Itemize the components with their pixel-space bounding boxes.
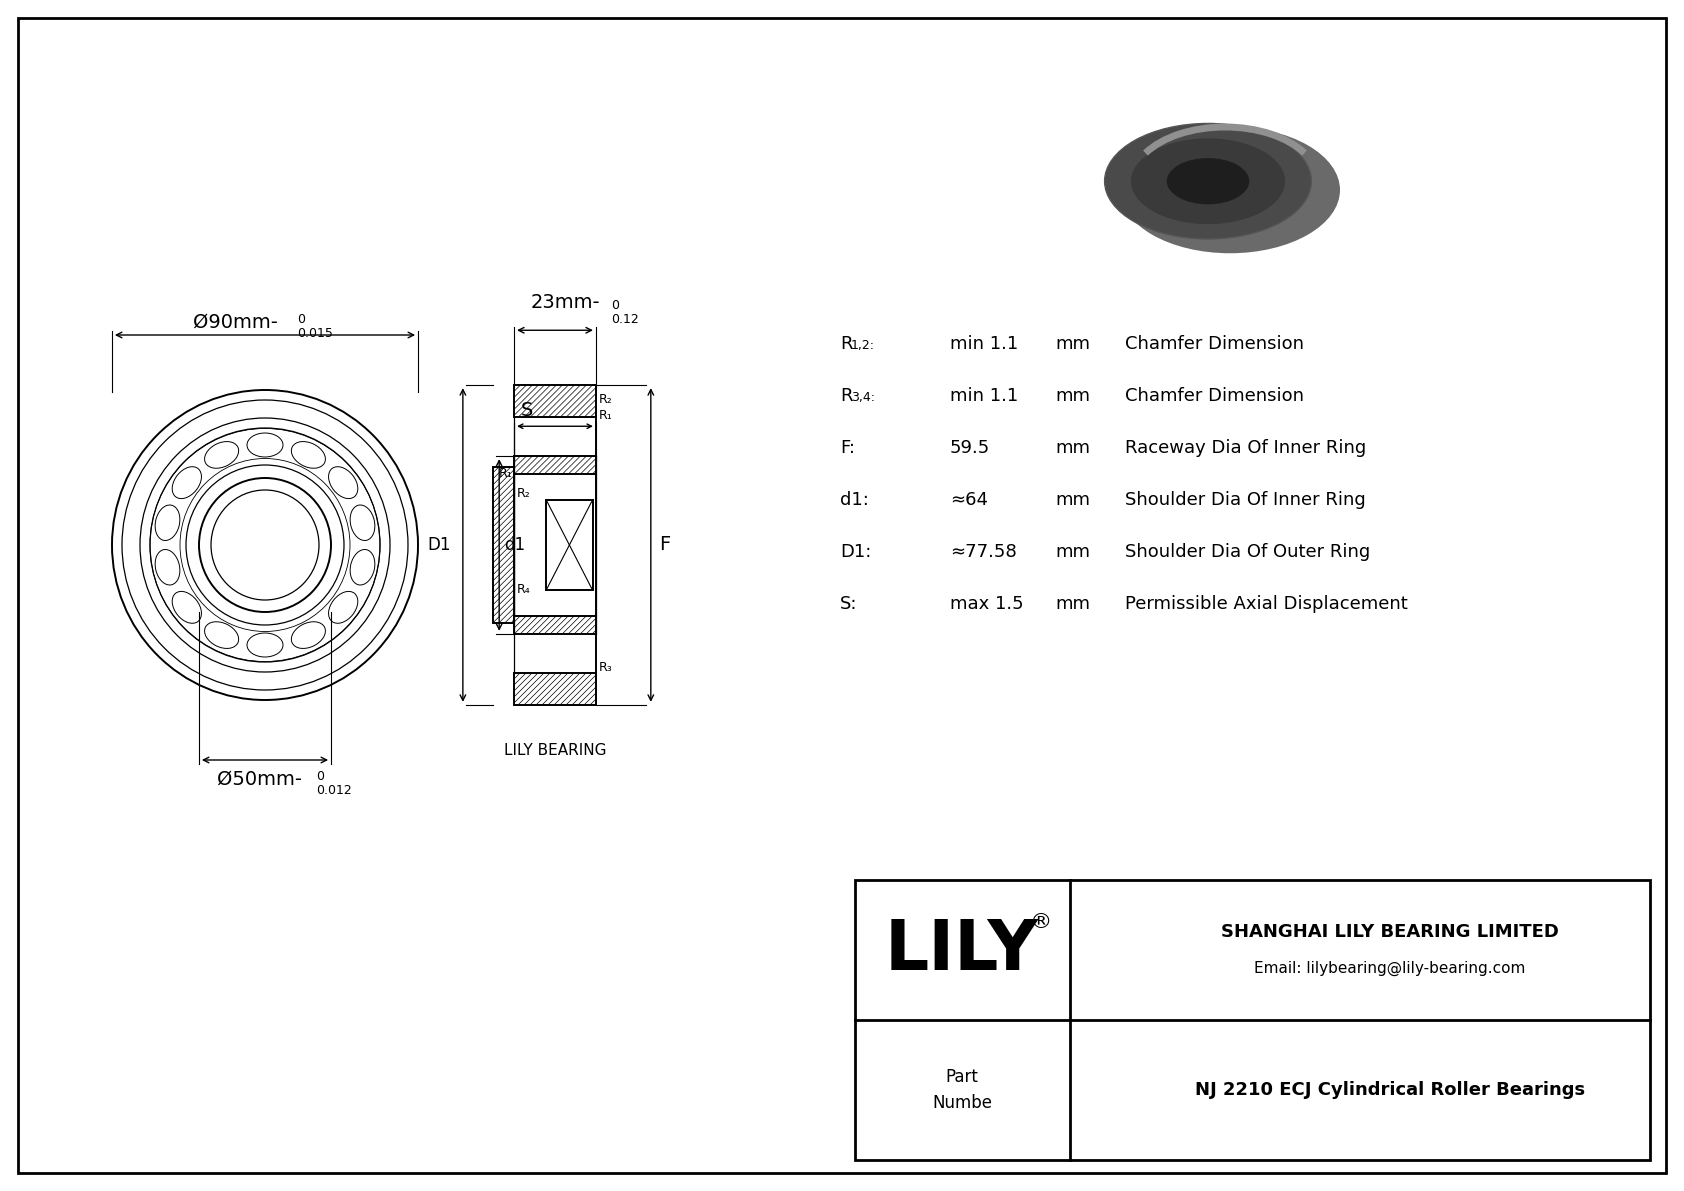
Text: min 1.1: min 1.1 bbox=[950, 335, 1019, 353]
Text: Raceway Dia Of Inner Ring: Raceway Dia Of Inner Ring bbox=[1125, 439, 1366, 457]
Text: R₁: R₁ bbox=[498, 467, 512, 480]
Bar bbox=[546, 500, 593, 591]
Text: R₃: R₃ bbox=[600, 661, 613, 674]
Text: Ø50mm-: Ø50mm- bbox=[217, 771, 303, 788]
Ellipse shape bbox=[1105, 124, 1312, 239]
Bar bbox=[514, 616, 596, 634]
Bar bbox=[855, 880, 1650, 1160]
Text: 0: 0 bbox=[296, 313, 305, 326]
Text: NJ 2210 ECJ Cylindrical Roller Bearings: NJ 2210 ECJ Cylindrical Roller Bearings bbox=[1196, 1081, 1585, 1099]
Text: mm: mm bbox=[1054, 439, 1090, 457]
Text: Chamfer Dimension: Chamfer Dimension bbox=[1125, 335, 1303, 353]
Text: Shoulder Dia Of Outer Ring: Shoulder Dia Of Outer Ring bbox=[1125, 543, 1371, 561]
Text: R: R bbox=[840, 387, 852, 405]
Text: d1: d1 bbox=[505, 536, 525, 554]
Text: Chamfer Dimension: Chamfer Dimension bbox=[1125, 387, 1303, 405]
Ellipse shape bbox=[1120, 126, 1340, 254]
Bar bbox=[493, 467, 514, 623]
Bar bbox=[514, 456, 596, 474]
Text: max 1.5: max 1.5 bbox=[950, 596, 1024, 613]
Text: mm: mm bbox=[1054, 387, 1090, 405]
Text: Email: lilybearing@lily-bearing.com: Email: lilybearing@lily-bearing.com bbox=[1255, 960, 1526, 975]
Text: S:: S: bbox=[840, 596, 857, 613]
Text: R₂: R₂ bbox=[600, 393, 613, 406]
Text: 0.12: 0.12 bbox=[611, 313, 638, 326]
Text: D1: D1 bbox=[428, 536, 451, 554]
Text: 0.015: 0.015 bbox=[296, 328, 333, 339]
Text: LILY BEARING: LILY BEARING bbox=[504, 743, 606, 757]
Text: F: F bbox=[658, 536, 670, 555]
Ellipse shape bbox=[1167, 158, 1250, 205]
Text: 59.5: 59.5 bbox=[950, 439, 990, 457]
Text: mm: mm bbox=[1054, 491, 1090, 509]
Text: S: S bbox=[520, 401, 534, 420]
Text: ®: ® bbox=[1031, 912, 1052, 933]
Text: Part
Numbe: Part Numbe bbox=[931, 1068, 992, 1111]
Text: 1,2:: 1,2: bbox=[850, 339, 876, 353]
Text: SHANGHAI LILY BEARING LIMITED: SHANGHAI LILY BEARING LIMITED bbox=[1221, 923, 1559, 941]
Bar bbox=[514, 673, 596, 705]
Text: 0: 0 bbox=[317, 771, 323, 782]
Text: LILY: LILY bbox=[886, 917, 1039, 984]
Text: mm: mm bbox=[1054, 335, 1090, 353]
Text: Ø90mm-: Ø90mm- bbox=[192, 313, 278, 332]
Text: 3,4:: 3,4: bbox=[850, 391, 876, 404]
Text: Shoulder Dia Of Inner Ring: Shoulder Dia Of Inner Ring bbox=[1125, 491, 1366, 509]
Text: R₂: R₂ bbox=[517, 487, 530, 500]
Text: 0.012: 0.012 bbox=[317, 784, 352, 797]
Text: ≈64: ≈64 bbox=[950, 491, 989, 509]
Text: d1:: d1: bbox=[840, 491, 869, 509]
Bar bbox=[514, 385, 596, 417]
Text: R₁: R₁ bbox=[600, 410, 613, 423]
Ellipse shape bbox=[1132, 138, 1285, 224]
Text: F:: F: bbox=[840, 439, 855, 457]
Text: 0: 0 bbox=[611, 299, 620, 312]
Text: R₄: R₄ bbox=[517, 584, 530, 596]
Text: mm: mm bbox=[1054, 543, 1090, 561]
Text: D1:: D1: bbox=[840, 543, 871, 561]
Text: ≈77.58: ≈77.58 bbox=[950, 543, 1017, 561]
Text: R: R bbox=[840, 335, 852, 353]
Text: min 1.1: min 1.1 bbox=[950, 387, 1019, 405]
Text: 23mm-: 23mm- bbox=[530, 293, 600, 312]
Text: Permissible Axial Displacement: Permissible Axial Displacement bbox=[1125, 596, 1408, 613]
Text: mm: mm bbox=[1054, 596, 1090, 613]
